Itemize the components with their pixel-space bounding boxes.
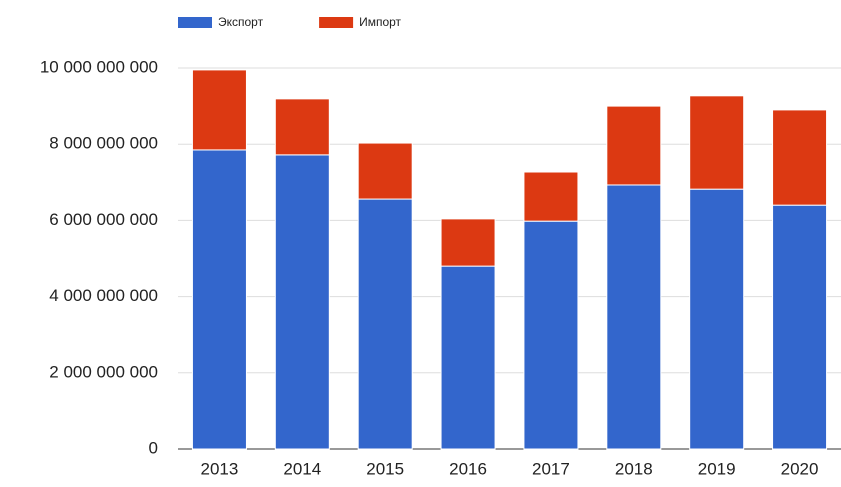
x-tick-label: 2013 bbox=[201, 459, 239, 478]
x-tick-label: 2019 bbox=[698, 459, 736, 478]
y-tick-label: 6 000 000 000 bbox=[49, 210, 158, 229]
y-tick-label: 4 000 000 000 bbox=[49, 286, 158, 305]
bar-segment bbox=[606, 105, 662, 186]
legend-label: Импорт bbox=[359, 15, 401, 29]
y-tick-label: 10 000 000 000 bbox=[40, 57, 158, 76]
bar-segment bbox=[274, 154, 330, 450]
bar-segment bbox=[523, 220, 579, 450]
legend-label: Экспорт bbox=[218, 15, 264, 29]
bar-segment bbox=[274, 98, 330, 156]
legend-swatch bbox=[319, 17, 354, 28]
bar-segment bbox=[191, 69, 247, 151]
x-tick-label: 2014 bbox=[283, 459, 321, 478]
x-tick-label: 2017 bbox=[532, 459, 570, 478]
y-tick-label: 2 000 000 000 bbox=[49, 362, 158, 381]
bar-segment bbox=[689, 188, 745, 450]
legend-swatch bbox=[178, 17, 212, 28]
bar-segment bbox=[606, 184, 662, 450]
y-tick-label: 0 bbox=[149, 438, 158, 457]
x-tick-label: 2016 bbox=[449, 459, 487, 478]
bar-segment bbox=[440, 218, 496, 267]
x-tick-label: 2015 bbox=[366, 459, 404, 478]
bar-segment bbox=[440, 265, 496, 450]
bar-segment bbox=[523, 171, 579, 222]
bar-segment bbox=[772, 204, 828, 450]
bar-segment bbox=[191, 149, 247, 450]
bar-segment bbox=[689, 95, 745, 190]
bar-segment bbox=[772, 109, 828, 206]
x-tick-label: 2018 bbox=[615, 459, 653, 478]
bar-segment bbox=[357, 198, 413, 450]
bar-segment bbox=[357, 142, 413, 200]
y-tick-label: 8 000 000 000 bbox=[49, 134, 158, 153]
x-tick-label: 2020 bbox=[781, 459, 819, 478]
